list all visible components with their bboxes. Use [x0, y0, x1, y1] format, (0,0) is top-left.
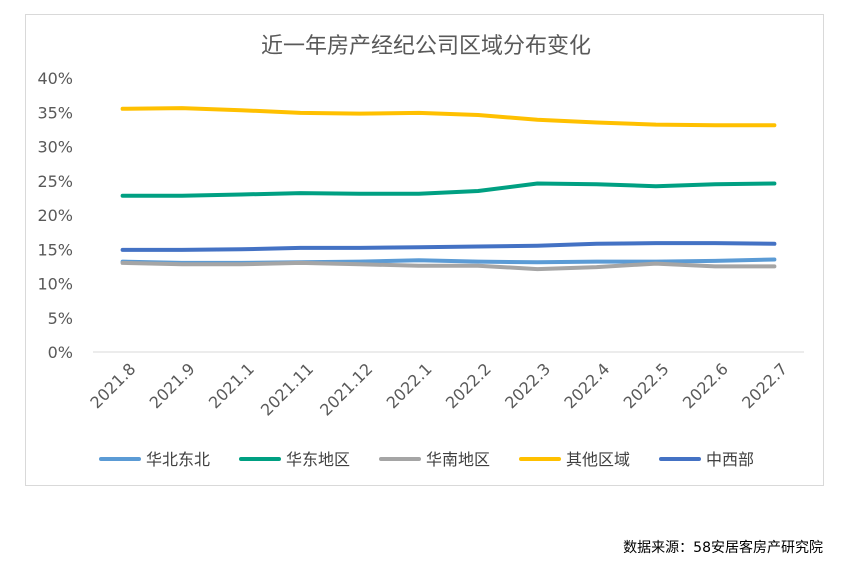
line-chart: 近一年房产经纪公司区域分布变化 0% 5% 10% 15% 20% 25% 30% 35% 40… — [37, 34, 804, 469]
legend-item: 华东地区 — [239, 450, 350, 469]
chart-title: 近一年房产经纪公司区域分布变化 — [261, 34, 591, 59]
y-tick-label: 0% — [48, 343, 73, 362]
series-line-3 — [120, 260, 777, 272]
x-tick-label: 2021.8 — [86, 359, 139, 412]
series-line-5 — [120, 241, 777, 252]
x-tick-label: 2021.12 — [316, 359, 376, 419]
y-tick-label: 30% — [37, 138, 73, 157]
x-tick-label: 2022.7 — [738, 359, 791, 412]
x-tick-label: 2021.11 — [257, 359, 317, 419]
legend-item: 中西部 — [659, 450, 754, 469]
legend-label: 其他区域 — [566, 450, 630, 469]
legend-item: 华北东北 — [99, 450, 210, 469]
source-note: 数据来源：58安居客房产研究院 — [623, 540, 823, 556]
x-tick-label: 2022.1 — [383, 359, 436, 412]
x-tick-label: 2022.5 — [620, 359, 673, 412]
legend-label: 华东地区 — [286, 450, 350, 469]
y-tick-label: 35% — [37, 103, 73, 122]
x-tick-label: 2022.6 — [679, 359, 732, 412]
x-tick-label: 2022.3 — [501, 359, 554, 412]
legend-item: 其他区域 — [519, 450, 630, 469]
legend: 华北东北 华东地区 华南地区 其他区域 中西部 — [99, 450, 754, 469]
series-line-4 — [120, 106, 777, 128]
x-tick-label: 2022.4 — [560, 359, 613, 412]
legend-label: 华南地区 — [426, 450, 490, 469]
y-tick-label: 10% — [37, 275, 73, 294]
x-tick-label: 2022.2 — [442, 359, 495, 412]
x-axis: 2021.8 2021.9 2021.1 2021.11 2021.12 2022.1 20… — [86, 359, 791, 419]
y-tick-label: 25% — [37, 172, 73, 191]
x-tick-label: 2021.1 — [205, 359, 258, 412]
legend-label: 中西部 — [706, 450, 754, 469]
y-tick-label: 5% — [48, 309, 73, 328]
legend-label: 华北东北 — [146, 450, 210, 469]
legend-item: 华南地区 — [379, 450, 490, 469]
series-line-2 — [120, 181, 777, 198]
y-tick-label: 40% — [37, 69, 73, 88]
chart-frame: 近一年房产经纪公司区域分布变化 0% 5% 10% 15% 20% 25% 30% 35% 40… — [25, 14, 824, 486]
y-tick-label: 20% — [37, 206, 73, 225]
x-tick-label: 2021.9 — [146, 359, 199, 412]
series-layer — [120, 106, 777, 272]
y-tick-label: 15% — [37, 240, 73, 259]
y-axis: 0% 5% 10% 15% 20% 25% 30% 35% 40% — [37, 69, 804, 362]
